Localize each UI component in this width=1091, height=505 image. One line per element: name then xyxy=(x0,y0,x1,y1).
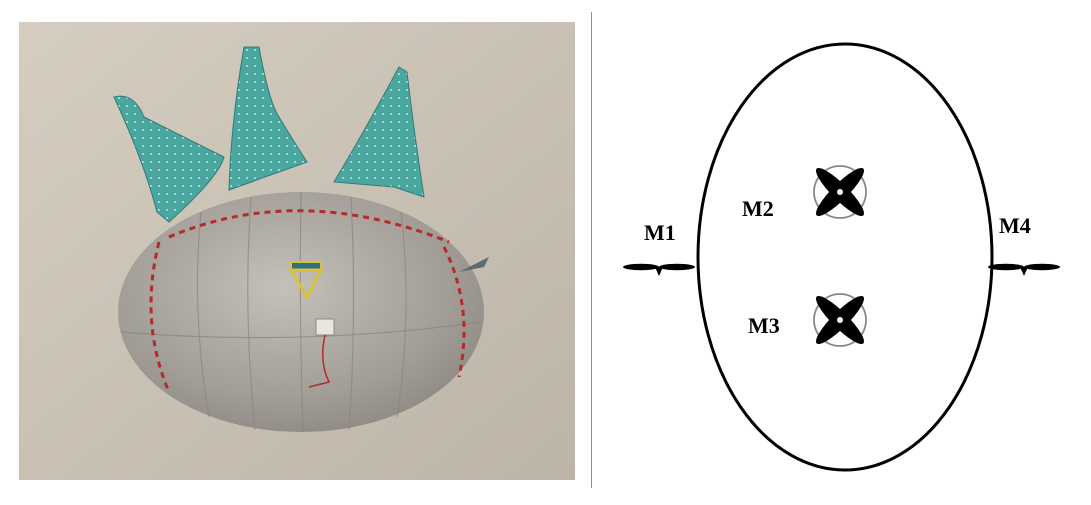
fin-left xyxy=(113,95,225,223)
motor-label-m3: M3 xyxy=(748,313,780,338)
motor-m2-propeller xyxy=(813,165,867,219)
wires xyxy=(308,334,331,388)
tail-tab xyxy=(459,257,489,272)
yellow-mount xyxy=(288,268,324,301)
envelope-outline xyxy=(696,42,994,472)
panel-divider xyxy=(591,12,592,488)
balloon-seams xyxy=(120,191,482,433)
motor-layout-svg: M1 M2 M3 M4 xyxy=(623,42,1060,472)
motor-layout-diagram: M1 M2 M3 M4 xyxy=(600,0,1091,500)
motor-m4-propeller xyxy=(988,263,1060,276)
motor-label-m2: M2 xyxy=(742,196,774,221)
controller-board-bottom xyxy=(315,318,335,336)
motor-m1-propeller xyxy=(623,263,695,276)
fin-right xyxy=(333,66,425,198)
motor-label-m4: M4 xyxy=(999,213,1031,238)
fin-middle xyxy=(228,46,308,191)
blimp-photo-illustration xyxy=(19,22,575,480)
baseball-stitches xyxy=(149,209,466,393)
blimp-photo xyxy=(19,22,575,480)
motor-m3-propeller xyxy=(813,293,867,347)
motor-label-m1: M1 xyxy=(644,220,676,245)
